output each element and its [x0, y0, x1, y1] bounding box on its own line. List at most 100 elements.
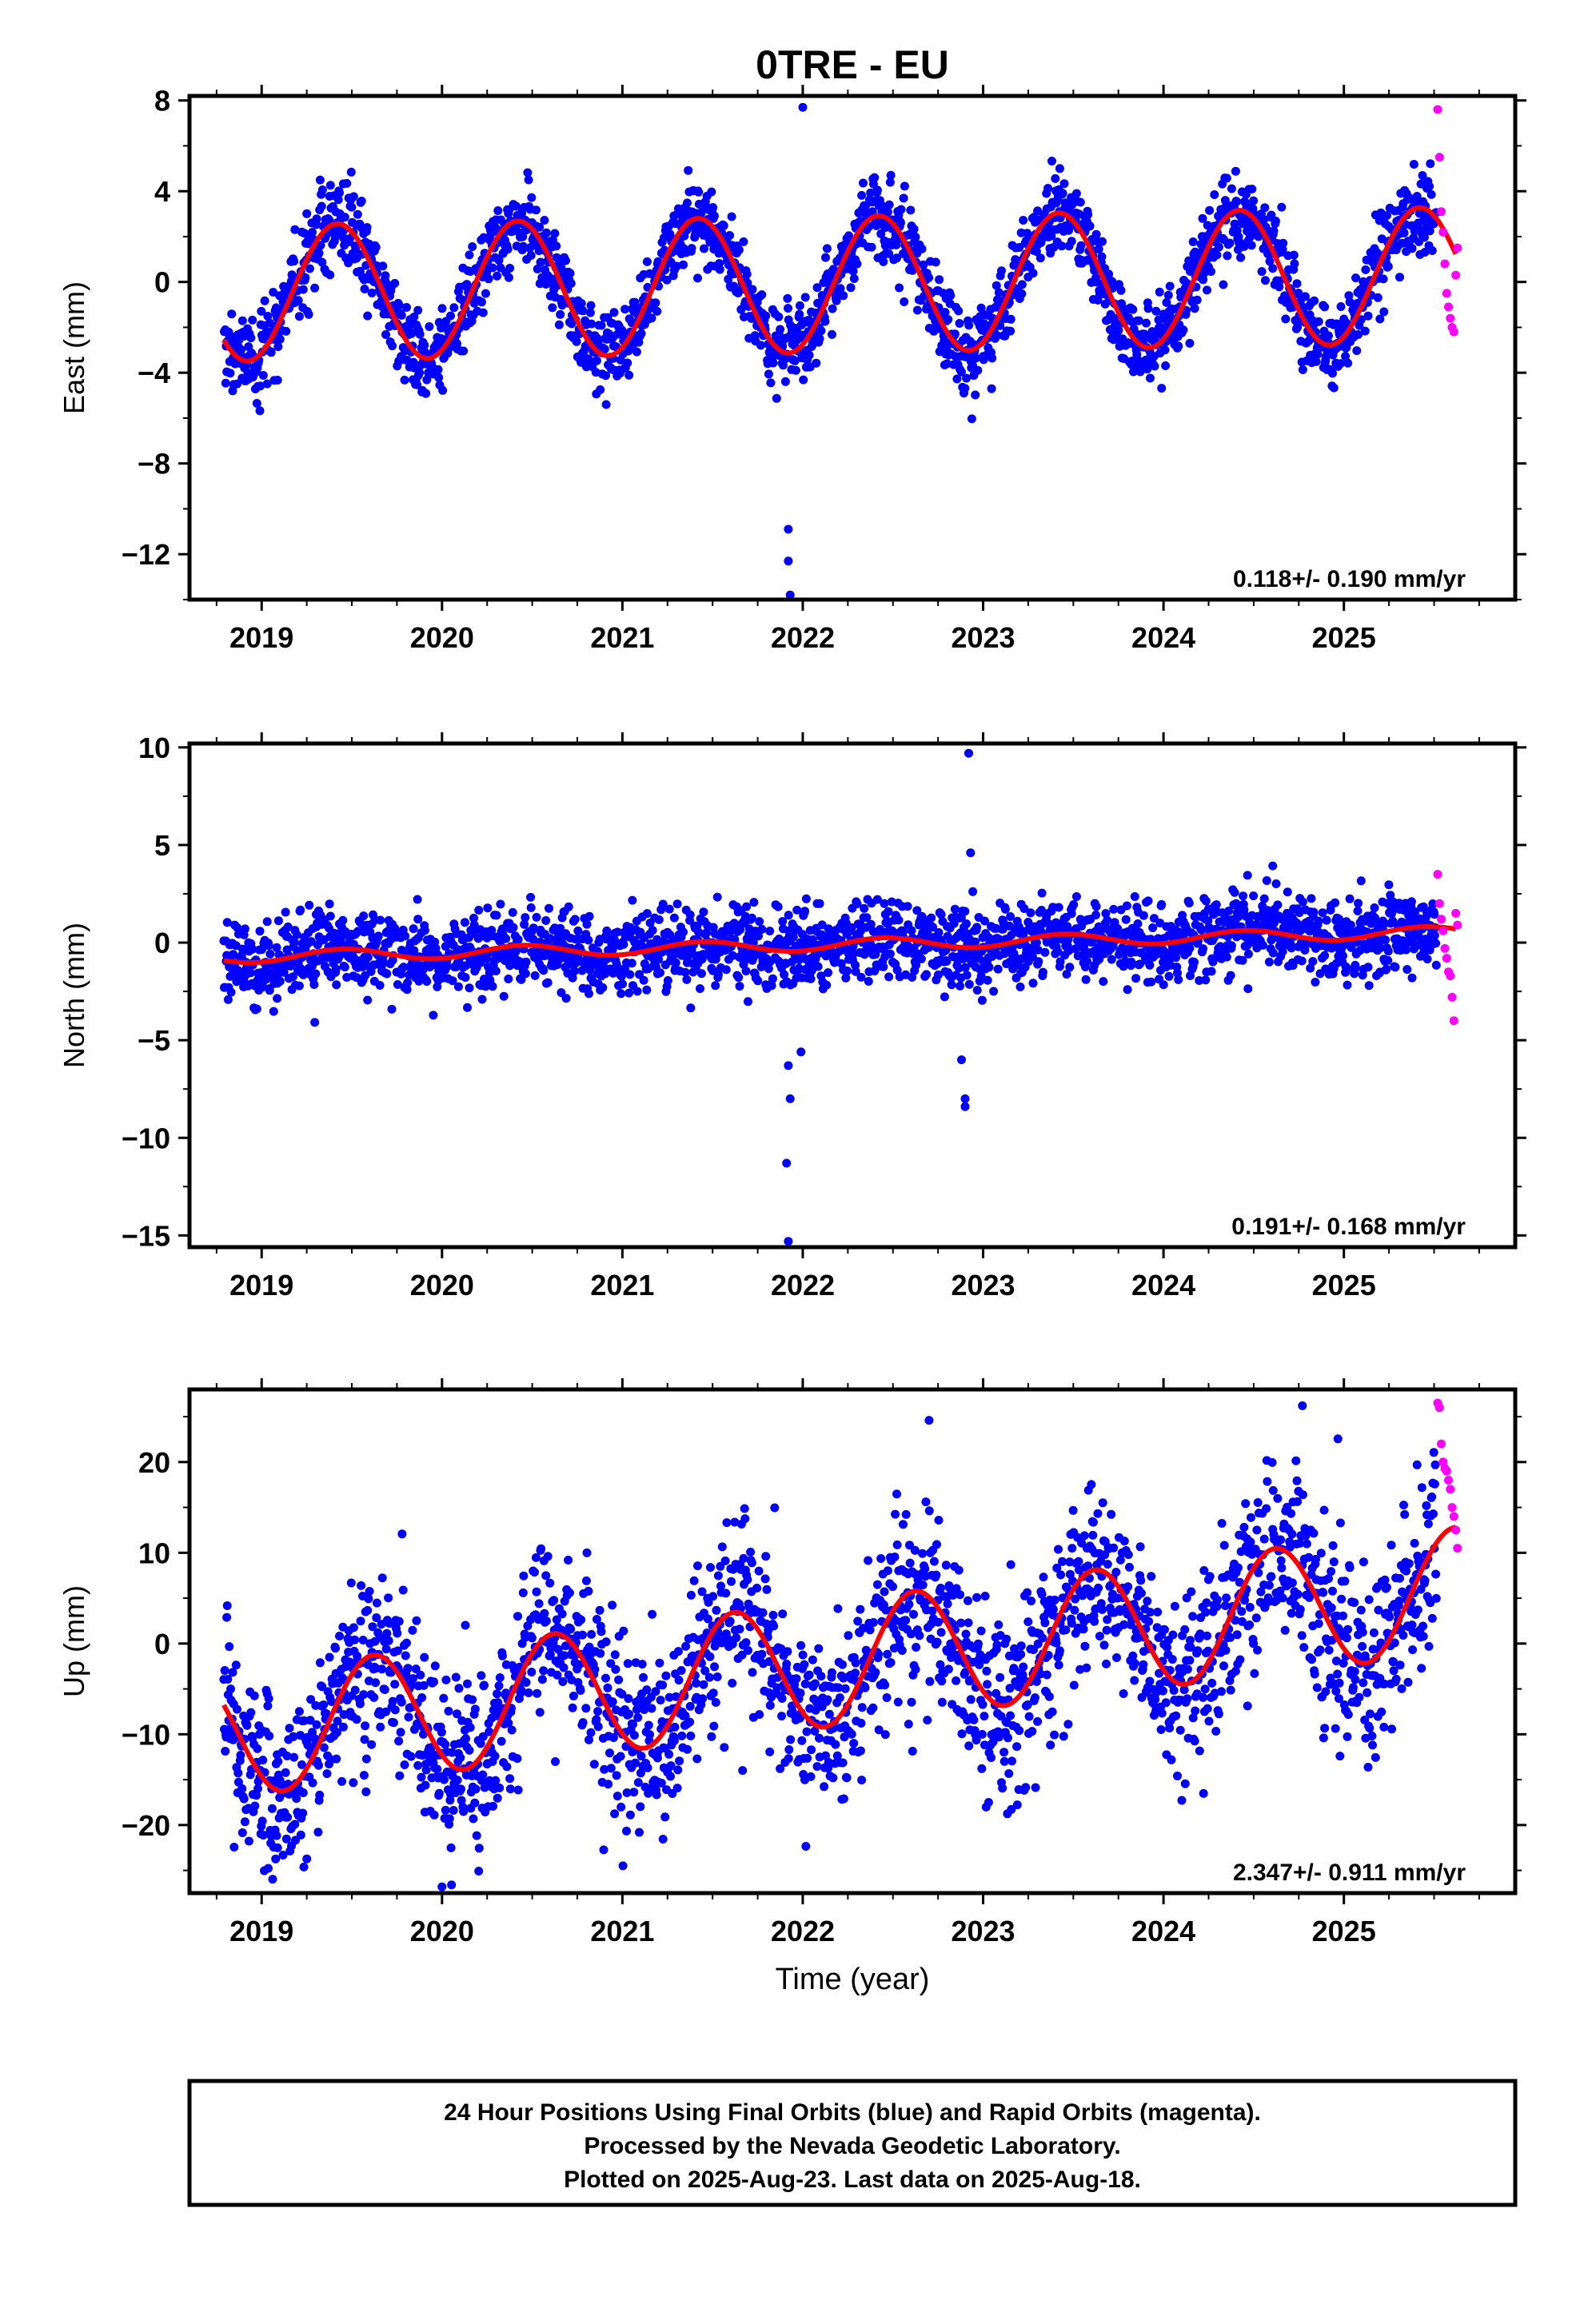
final-orbit-point — [1223, 953, 1231, 962]
final-orbit-point — [1059, 189, 1067, 197]
final-orbit-point — [821, 253, 830, 262]
final-orbit-point — [1354, 907, 1363, 915]
final-orbit-point — [562, 994, 571, 1003]
final-orbit-point — [1343, 981, 1352, 990]
final-orbit-point — [656, 968, 664, 977]
final-orbit-point — [259, 371, 268, 380]
final-orbit-point — [1072, 892, 1081, 901]
final-orbit-point — [651, 298, 660, 307]
final-orbit-point — [1107, 955, 1116, 964]
final-orbit-point — [769, 359, 778, 368]
final-orbit-point — [493, 911, 501, 919]
final-orbit-point — [1400, 229, 1409, 237]
final-orbit-point — [1060, 179, 1069, 188]
final-orbit-point — [1247, 185, 1256, 193]
y-tick-label: 0 — [154, 927, 170, 959]
final-orbit-point — [682, 975, 691, 984]
final-orbit-point — [1095, 245, 1103, 253]
final-orbit-point — [1361, 327, 1370, 336]
final-orbit-point — [1072, 189, 1081, 198]
final-orbit-point — [533, 913, 541, 922]
x-tick-label: 2020 — [410, 621, 474, 654]
final-orbit-point — [310, 284, 319, 293]
final-orbit-point — [401, 376, 409, 385]
final-orbit-point — [616, 989, 625, 998]
final-orbit-point — [225, 1642, 233, 1651]
final-orbit-point — [1161, 345, 1170, 354]
final-orbit-point — [221, 1666, 229, 1675]
final-orbit-point — [683, 198, 692, 207]
final-orbit-point — [587, 301, 596, 310]
final-orbit-point — [1092, 902, 1101, 911]
final-orbit-point — [1310, 297, 1319, 305]
final-orbit-point — [267, 348, 276, 357]
final-orbit-point — [374, 931, 383, 940]
final-orbit-point — [708, 203, 717, 212]
final-orbit-point — [1323, 916, 1331, 925]
final-orbit-point — [648, 313, 656, 322]
final-orbit-point — [652, 307, 661, 316]
final-orbit-point — [273, 342, 282, 351]
final-orbit-point — [1343, 359, 1352, 368]
final-orbit-point — [1189, 237, 1198, 246]
final-orbit-point — [1029, 979, 1038, 987]
final-orbit-point — [894, 915, 903, 924]
final-orbit-point — [1190, 958, 1199, 967]
final-orbit-point — [807, 975, 816, 983]
final-orbit-point — [1330, 384, 1339, 393]
final-orbit-point — [271, 1855, 280, 1864]
final-orbit-point — [1427, 190, 1436, 199]
final-orbit-point — [1384, 262, 1393, 271]
final-orbit-point — [226, 1684, 235, 1693]
final-orbit-point — [514, 935, 523, 944]
y-tick-label: −10 — [122, 1122, 170, 1154]
final-orbit-point — [744, 997, 752, 1006]
final-orbit-point — [792, 366, 800, 375]
final-orbit-point — [527, 903, 536, 912]
final-orbit-point — [1351, 273, 1360, 282]
final-orbit-point — [285, 1724, 294, 1732]
final-orbit-point — [774, 903, 783, 911]
y-tick-label: 4 — [154, 175, 170, 208]
final-orbit-point — [485, 274, 493, 283]
final-orbit-point — [1272, 879, 1281, 888]
final-orbit-point — [897, 205, 906, 214]
final-orbit-point — [1147, 978, 1155, 987]
final-orbit-point — [242, 1721, 251, 1730]
final-orbit-point — [489, 982, 497, 991]
final-orbit-point — [799, 376, 808, 385]
final-orbit-point — [1331, 899, 1339, 907]
final-orbit-point — [1205, 206, 1214, 215]
final-orbit-point — [1185, 944, 1194, 953]
final-orbit-point — [742, 903, 751, 911]
final-orbit-point — [465, 250, 474, 259]
final-orbit-point — [289, 1753, 298, 1762]
final-orbit-point — [300, 1863, 309, 1872]
final-orbit-point — [403, 979, 412, 987]
final-orbit-point — [800, 907, 809, 915]
final-orbit-point — [1165, 972, 1174, 981]
final-orbit-point — [1247, 241, 1256, 249]
final-orbit-point — [363, 223, 372, 232]
final-orbit-point — [542, 229, 551, 237]
final-orbit-point — [801, 293, 810, 301]
final-orbit-point — [1402, 965, 1411, 974]
final-orbit-point — [628, 959, 636, 967]
final-orbit-point — [1315, 917, 1323, 926]
final-orbit-point — [548, 303, 557, 312]
final-orbit-point — [847, 283, 856, 292]
final-orbit-point — [1103, 916, 1111, 925]
final-orbit-point — [1207, 967, 1216, 976]
x-tick-label: 2022 — [771, 621, 835, 654]
final-orbit-point — [248, 316, 257, 325]
final-orbit-point — [935, 275, 944, 284]
final-orbit-point — [1249, 891, 1258, 900]
final-orbit-point — [527, 193, 536, 202]
final-orbit-point — [256, 927, 265, 935]
final-orbit-point — [1364, 312, 1373, 321]
final-orbit-point — [814, 963, 823, 971]
y-tick-label: 0 — [154, 266, 170, 299]
final-orbit-point — [290, 1820, 299, 1828]
final-orbit-point — [318, 185, 327, 194]
final-orbit-point — [296, 906, 305, 915]
